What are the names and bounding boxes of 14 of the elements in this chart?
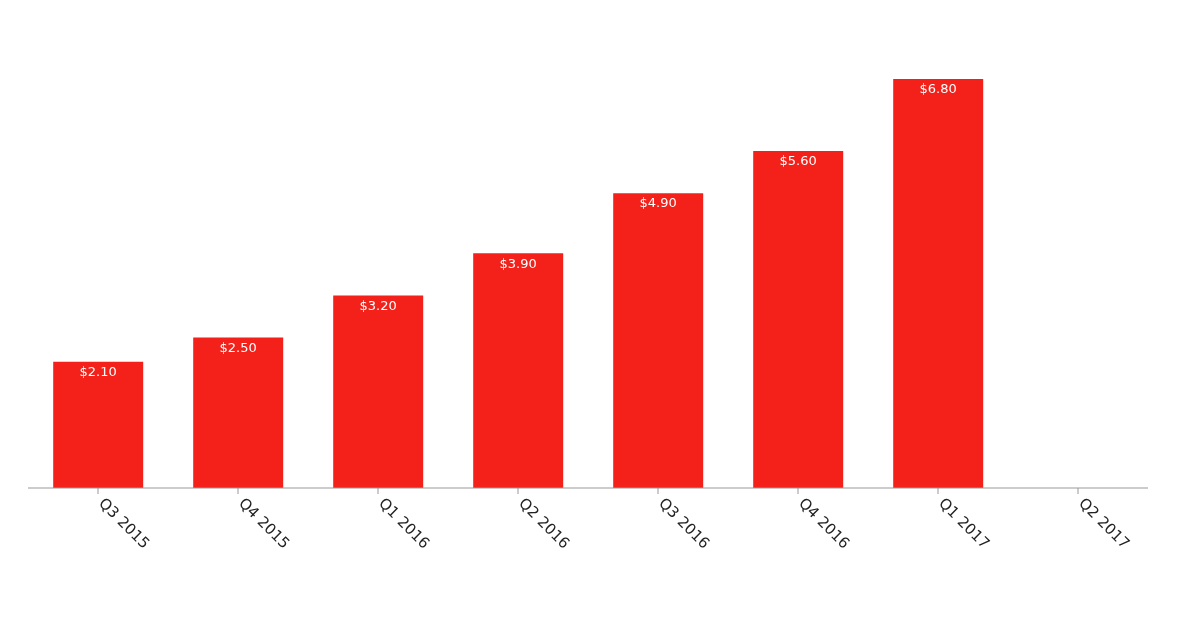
data-label: $2.50 bbox=[219, 339, 257, 355]
bar bbox=[193, 337, 284, 488]
data-label: $5.60 bbox=[779, 153, 817, 169]
bar bbox=[333, 295, 424, 488]
bar bbox=[893, 78, 984, 488]
data-label: $3.90 bbox=[499, 255, 537, 271]
data-label: $6.80 bbox=[919, 81, 957, 97]
data-label: $4.90 bbox=[639, 195, 677, 211]
bar bbox=[473, 253, 564, 488]
bar bbox=[53, 361, 144, 488]
data-label: $2.10 bbox=[79, 363, 117, 379]
data-label: $3.20 bbox=[359, 297, 397, 313]
bar bbox=[753, 151, 844, 488]
bar bbox=[613, 193, 704, 488]
